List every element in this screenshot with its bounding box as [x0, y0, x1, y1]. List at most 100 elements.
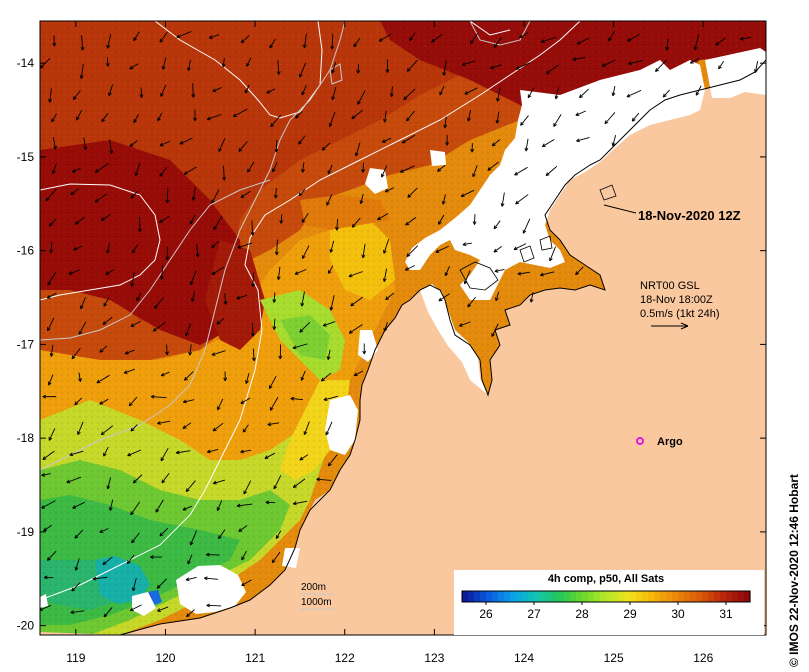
current-arrow: [383, 322, 388, 332]
longitude-tick-label: 124: [514, 651, 534, 665]
current-arrow: [182, 422, 192, 429]
latitude-tick-label: -16: [17, 244, 35, 258]
current-arrow: [48, 218, 57, 227]
current-arrow: [438, 214, 445, 225]
current-arrow: [103, 446, 109, 457]
longitude-tick-label: 125: [604, 651, 624, 665]
current-arrow: [160, 371, 170, 377]
current-arrow: [275, 187, 277, 199]
current-arrow: [469, 33, 479, 44]
current-arrow: [251, 322, 254, 337]
colorbar-swatch: [582, 591, 589, 602]
current-arrow: [322, 321, 336, 327]
current-arrow: [242, 424, 249, 433]
colorbar-swatch: [678, 591, 685, 602]
colorbar-swatch: [720, 591, 727, 602]
current-arrow: [154, 297, 164, 309]
current-arrow: [106, 57, 109, 67]
current-arrow: [109, 139, 113, 154]
current-arrow: [237, 242, 253, 249]
current-arrow: [166, 188, 169, 204]
current-arrow: [298, 188, 306, 197]
current-arrow: [514, 166, 528, 176]
current-arrow: [108, 84, 114, 96]
current-arrow: [107, 243, 110, 254]
current-arrow: [270, 114, 282, 127]
colorbar-swatch: [606, 591, 613, 602]
current-arrow: [695, 85, 702, 96]
current-arrow: [357, 90, 366, 105]
current-arrow: [68, 269, 81, 275]
current-arrow: [515, 62, 531, 70]
current-arrow: [381, 165, 388, 178]
latitude-tick-label: -20: [17, 619, 35, 633]
current-arrow: [295, 111, 303, 119]
argo-label: Argo: [657, 436, 683, 448]
current-arrow: [218, 138, 226, 152]
longitude-tick-label: 119: [66, 651, 85, 665]
current-arrow: [491, 323, 499, 337]
colorbar-swatch: [498, 591, 505, 602]
current-arrow: [303, 421, 310, 435]
longitude-tick-label: 121: [245, 651, 265, 665]
current-arrow: [362, 162, 364, 173]
longitude-labels: 119 120 121 122 123 124 125 126: [66, 651, 713, 665]
current-arrow: [357, 64, 360, 74]
current-arrow: [540, 271, 555, 276]
current-arrow: [300, 370, 306, 381]
current-arrow: [185, 576, 197, 581]
current-arrow: [136, 292, 142, 302]
current-arrow: [245, 372, 250, 384]
current-arrow: [100, 214, 111, 221]
current-arrow: [280, 214, 283, 224]
current-arrow: [107, 34, 112, 49]
current-arrow: [293, 478, 306, 488]
current-arrow: [75, 216, 86, 225]
colorbar-swatch: [624, 591, 631, 602]
colorbar-swatch: [732, 591, 739, 602]
colorbar-swatch: [630, 591, 637, 602]
current-arrow: [159, 527, 169, 537]
current-arrow: [196, 243, 199, 258]
current-arrow: [690, 57, 700, 64]
imos-credit: © IMOS 22-Nov-2020 12:46 Hobart: [787, 474, 801, 667]
current-arrow: [631, 112, 640, 122]
colorbar-swatch: [516, 591, 523, 602]
latitude-tick-label: -17: [17, 337, 35, 351]
current-arrow: [101, 112, 109, 122]
current-time-label: 18-Nov 18:00Z: [640, 294, 713, 306]
longitude-tick-label: 120: [155, 651, 175, 665]
current-arrow: [299, 321, 311, 333]
current-arrow: [99, 345, 108, 353]
current-arrow: [133, 114, 140, 123]
current-arrow: [385, 187, 394, 193]
current-arrow: [301, 291, 305, 307]
coastline: [119, 59, 766, 635]
colorbar-swatch: [708, 591, 715, 602]
current-arrow: [443, 60, 447, 76]
current-arrow: [541, 36, 557, 43]
colorbar-swatch: [522, 591, 529, 602]
current-arrow: [495, 291, 500, 302]
current-arrow: [107, 477, 112, 490]
current-arrow: [273, 318, 276, 330]
current-arrow: [80, 63, 84, 79]
current-arrow: [109, 499, 114, 511]
current-arrow: [151, 396, 167, 399]
current-arrow: [462, 242, 472, 246]
current-arrow: [545, 165, 558, 176]
colorbar-swatch: [618, 591, 625, 602]
latitude-tick-label: -15: [17, 150, 35, 164]
current-arrow: [218, 529, 226, 540]
current-arrow: [187, 554, 193, 565]
current-arrow: [406, 59, 418, 72]
colorbar-swatch: [666, 591, 673, 602]
current-arrow: [47, 272, 57, 286]
isobath-1000-label: 1000m: [301, 597, 332, 608]
current-arrow: [542, 139, 555, 147]
current-scale-label: 0.5m/s (1kt 24h): [640, 308, 719, 320]
current-arrow: [237, 503, 253, 507]
current-arrow: [321, 142, 331, 151]
current-arrow: [336, 219, 339, 231]
current-arrow: [628, 60, 643, 65]
